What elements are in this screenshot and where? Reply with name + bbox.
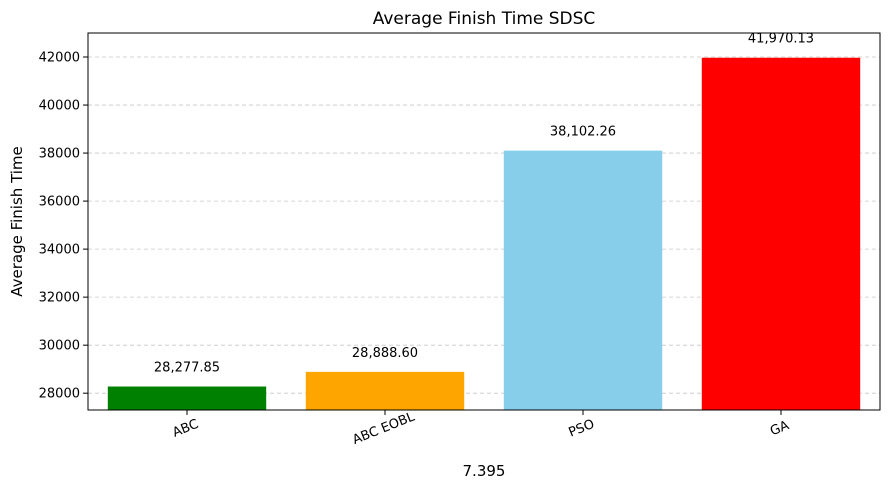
y-tick-label: 32000 bbox=[39, 291, 80, 306]
y-tick-label: 40000 bbox=[39, 99, 80, 114]
bars bbox=[107, 57, 861, 410]
data-label: 38,102.26 bbox=[550, 125, 616, 140]
bar-ga bbox=[701, 57, 861, 410]
y-tick-label: 34000 bbox=[39, 243, 80, 258]
y-tick-label: 30000 bbox=[39, 339, 80, 354]
bar-abc bbox=[107, 386, 267, 410]
y-axis-label: Average Finish Time bbox=[8, 146, 26, 297]
x-tick-label: ABC bbox=[171, 417, 201, 441]
x-axis-label: 7.395 bbox=[463, 462, 506, 480]
bar-abc-eobl bbox=[305, 371, 465, 410]
x-axis-ticks: ABC ABC EOBL PSO GA bbox=[171, 409, 792, 448]
x-tick-label: PSO bbox=[567, 417, 597, 441]
data-label: 41,970.13 bbox=[748, 32, 814, 47]
y-tick-label: 38000 bbox=[39, 147, 80, 162]
x-tick-label: GA bbox=[768, 418, 791, 439]
y-tick-label: 42000 bbox=[39, 51, 80, 66]
y-tick-label: 36000 bbox=[39, 195, 80, 210]
bar-pso bbox=[503, 150, 663, 410]
data-label: 28,277.85 bbox=[154, 361, 220, 376]
chart-title: Average Finish Time SDSC bbox=[373, 9, 596, 29]
x-tick-label: ABC EOBL bbox=[351, 409, 418, 448]
data-label: 28,888.60 bbox=[352, 346, 418, 361]
data-labels: 28,277.85 28,888.60 38,102.26 41,970.13 bbox=[154, 32, 814, 376]
plot-frame bbox=[87, 32, 881, 411]
y-axis-ticks: 28000 30000 32000 34000 36000 38000 40000 42000 bbox=[39, 51, 88, 402]
y-tick-label: 28000 bbox=[39, 387, 80, 402]
